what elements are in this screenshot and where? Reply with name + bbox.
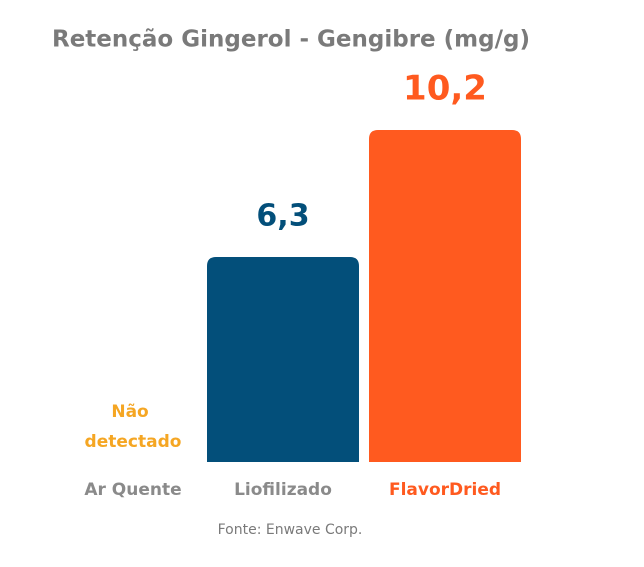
chart-title: Retenção Gingerol - Gengibre (mg/g) — [52, 27, 530, 53]
value-label: Não detectado — [85, 402, 182, 452]
x-tick-label: Ar Quente — [84, 480, 181, 500]
value-label: 10,2 — [403, 69, 487, 109]
x-tick-label: Liofilizado — [234, 480, 332, 500]
bar — [369, 130, 521, 462]
source-note: Fonte: Enwave Corp. — [218, 522, 363, 538]
value-label: 6,3 — [256, 198, 309, 233]
x-tick-label: FlavorDried — [389, 480, 501, 500]
bar — [207, 256, 359, 462]
